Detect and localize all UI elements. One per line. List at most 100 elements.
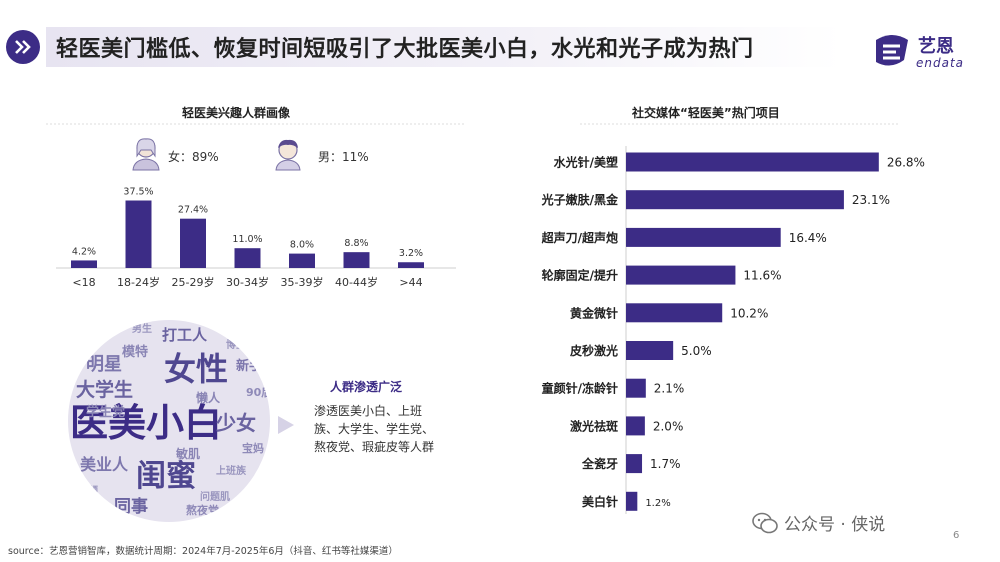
project-value-label: 23.1% xyxy=(852,193,890,207)
tag-word: 学生党 xyxy=(86,404,125,420)
project-category-label: 童颜针/冻龄针 xyxy=(542,381,618,396)
age-bar xyxy=(343,252,370,268)
tag-cloud-background xyxy=(68,320,270,522)
project-bar xyxy=(626,378,646,398)
age-value-label: 4.2% xyxy=(72,246,96,257)
tag-word: 90后 xyxy=(246,385,272,399)
male-avatar-icon xyxy=(275,139,301,171)
tag-word: 新手 xyxy=(236,358,262,374)
age-bar xyxy=(180,218,206,268)
age-category-label: >44 xyxy=(399,276,422,289)
age-category-label: 40-44岁 xyxy=(335,275,378,289)
penetration-title: 人群渗透广泛 xyxy=(330,380,403,394)
tag-word: 博主 xyxy=(226,338,246,351)
project-value-label: 2.1% xyxy=(654,382,685,396)
tag-word: 医美小白 xyxy=(70,401,222,445)
header: 轻医美门槛低、恢复时间短吸引了大批医美小白，水光和光子成为热门 艺恩 endat… xyxy=(0,0,1000,80)
age-category-label: 35-39岁 xyxy=(281,275,324,289)
age-value-label: 8.8% xyxy=(344,238,368,249)
tag-word: 熬夜党 xyxy=(186,503,219,517)
age-value-label: 11.0% xyxy=(232,234,262,245)
page-number: 6 xyxy=(953,530,960,541)
tag-word: 大学生 xyxy=(76,378,133,401)
double-chevron-icon xyxy=(6,30,40,64)
tag-word: 打工人 xyxy=(162,326,208,344)
age-bar xyxy=(234,248,261,268)
age-category-label: <18 xyxy=(72,276,95,289)
tag-cloud: 医美小白闺蜜 女性大学生少女同事 明星美业人 打工人新手 模特学生党 懒人敏肌 90后宝妈熬… xyxy=(66,318,272,524)
project-value-label: 11.6% xyxy=(743,269,781,283)
profile-divider xyxy=(46,123,466,125)
brand-logo: 艺恩 endata xyxy=(870,28,990,78)
tag-word: 闺蜜 xyxy=(136,459,196,494)
age-bar-chart: 4.2% <18 37.5% 18-24岁 27.4% 25-29岁 11.0% 30-34岁… xyxy=(56,187,456,289)
tag-word: 宝妈 xyxy=(242,441,264,455)
age-category-label: 30-34岁 xyxy=(226,275,269,289)
age-category-label: 25-29岁 xyxy=(172,275,215,289)
endata-logo-icon xyxy=(876,35,908,66)
brand-name-en: endata xyxy=(916,56,965,70)
project-category-label: 美白针 xyxy=(582,494,618,509)
age-bar xyxy=(398,262,424,268)
age-value-label: 27.4% xyxy=(178,205,208,216)
projects-bar-chart: 水光针/美塑 26.8% 光子嫩肤/黑金 23.1% 超声刀/超声炮 16.4% 轮廓固定/… xyxy=(541,146,925,514)
project-category-label: 光子嫩肤/黑金 xyxy=(541,192,619,207)
project-bar xyxy=(626,303,723,323)
female-avatar-icon xyxy=(132,138,160,171)
source-note: source：艺恩营销智库，数据统计周期：2024年7月-2025年6月（抖音、… xyxy=(8,546,398,557)
project-bar xyxy=(626,454,643,474)
tag-word: 少女 xyxy=(215,411,256,435)
age-value-label: 3.2% xyxy=(399,248,423,259)
project-bar xyxy=(626,227,781,247)
tag-word: 上班族 xyxy=(216,464,247,477)
page-title: 轻医美门槛低、恢复时间短吸引了大批医美小白，水光和光子成为热门 xyxy=(56,37,754,62)
project-category-label: 黄金微针 xyxy=(570,305,618,320)
project-value-label: 1.2% xyxy=(645,498,670,509)
project-bar xyxy=(626,491,638,511)
watermark-text: 公众号 · 侠说 xyxy=(784,515,886,535)
project-category-label: 皮秒激光 xyxy=(569,343,618,358)
penetration-text: 渗透医美小白、上班族、大学生、学生党、熬夜党、瑕疵皮等人群 xyxy=(314,404,435,454)
female-percentage: 女：89% xyxy=(168,150,219,164)
tag-word: 女性 xyxy=(164,350,228,388)
watermark: 公众号 · 侠说 xyxy=(752,510,885,535)
project-value-label: 10.2% xyxy=(730,306,768,320)
age-bar xyxy=(289,253,315,268)
tag-word: 同事 xyxy=(114,497,148,517)
tag-word: 懒人 xyxy=(196,390,221,405)
project-bar xyxy=(626,190,844,210)
project-value-label: 2.0% xyxy=(653,419,684,433)
tag-word: 问题肌 xyxy=(200,490,230,503)
project-bar xyxy=(626,152,879,172)
brand-name-cn: 艺恩 xyxy=(918,36,954,57)
arrow-right-icon xyxy=(278,416,294,434)
wechat-icon xyxy=(752,512,778,533)
age-bar xyxy=(71,260,97,268)
age-value-label: 8.0% xyxy=(290,240,314,251)
tag-word: 模特 xyxy=(122,344,148,360)
tag-word: 敏肌 xyxy=(175,446,200,461)
project-bar xyxy=(626,265,736,285)
tag-word: 男生 xyxy=(132,322,152,335)
project-category-label: 超声刀/超声炮 xyxy=(541,230,618,245)
project-bar xyxy=(626,341,674,360)
project-category-label: 水光针/美塑 xyxy=(554,155,618,170)
project-value-label: 26.8% xyxy=(887,156,925,170)
age-value-label: 37.5% xyxy=(123,187,153,198)
project-value-label: 5.0% xyxy=(681,344,712,358)
project-category-label: 全瓷牙 xyxy=(581,456,618,471)
profile-title: 轻医美兴趣人群画像 xyxy=(182,106,291,120)
projects-divider xyxy=(580,123,900,125)
tag-word: 美业人 xyxy=(80,455,129,474)
project-bar xyxy=(626,416,645,436)
project-category-label: 轮廓固定/提升 xyxy=(542,268,618,283)
projects-title: 社交媒体“轻医美”热门项目 xyxy=(632,106,780,120)
tag-word: 明星 xyxy=(86,354,122,375)
project-value-label: 16.4% xyxy=(789,231,827,245)
age-category-label: 18-24岁 xyxy=(117,275,160,289)
tag-word: 白领 xyxy=(78,484,98,497)
project-value-label: 1.7% xyxy=(650,457,681,471)
age-bar xyxy=(125,200,152,268)
project-category-label: 激光祛斑 xyxy=(570,418,618,433)
title-bar xyxy=(46,27,842,67)
